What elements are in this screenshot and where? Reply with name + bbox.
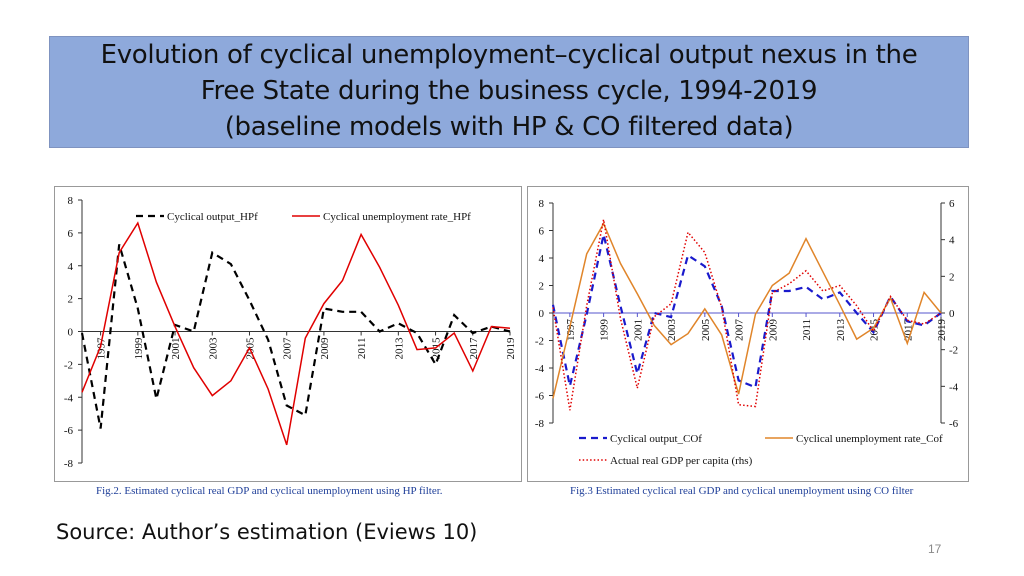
legend-label-2: Cyclical unemployment rate_HPf <box>323 211 471 223</box>
x-tick-label: 1999 <box>599 319 611 342</box>
title-line-3: (baseline models with HP & CO filtered d… <box>224 112 794 142</box>
fig2-caption: Fig.2. Estimated cyclical real GDP and c… <box>96 485 443 497</box>
page-number: 17 <box>928 542 942 556</box>
y-tick-label: -4 <box>64 392 74 404</box>
y-tick-label: -6 <box>535 391 545 403</box>
x-tick-label: 2017 <box>902 319 914 342</box>
chart-frame <box>527 186 969 482</box>
x-tick-label: 2003 <box>666 319 678 342</box>
y-tick-label-right: 2 <box>949 271 955 283</box>
x-tick-label: 2007 <box>734 319 746 342</box>
x-tick-label: 2013 <box>835 319 847 342</box>
x-tick-label: 2009 <box>767 319 779 342</box>
y-tick-label-right: 4 <box>949 235 955 247</box>
legend-label-3: Actual real GDP per capita (rhs) <box>610 455 753 467</box>
y-tick-label: -2 <box>64 359 73 371</box>
y-tick-label: -4 <box>535 363 545 375</box>
x-tick-label: 2001 <box>170 338 182 360</box>
x-tick-label: 2013 <box>393 337 405 360</box>
x-tick-label: 2007 <box>282 337 294 360</box>
y-tick-label: 8 <box>68 195 74 207</box>
y-tick-label: 4 <box>68 261 74 273</box>
x-tick-label: 2011 <box>801 319 813 341</box>
y-tick-label: 4 <box>539 253 545 265</box>
y-tick-label-right: 6 <box>949 198 955 210</box>
y-tick-label: 6 <box>539 226 545 238</box>
y-tick-label: -2 <box>535 336 544 348</box>
y-tick-label: -8 <box>535 418 545 430</box>
y-tick-label: 6 <box>68 228 74 240</box>
chart-frame <box>54 186 522 482</box>
x-tick-label: 2019 <box>505 337 517 360</box>
legend-label-1: Cyclical output_HPf <box>167 211 258 223</box>
x-tick-label: 1999 <box>133 337 145 360</box>
title-line-2: Free State during the business cycle, 19… <box>200 76 818 106</box>
x-tick-label: 2003 <box>207 337 219 360</box>
title-banner: Evolution of cyclical unemployment–cycli… <box>49 36 969 148</box>
legend-label-2: Cyclical unemployment rate_Cof <box>796 433 943 445</box>
x-tick-label: 2011 <box>356 338 368 360</box>
y-tick-label-right: -4 <box>949 381 959 393</box>
fig3-caption: Fig.3 Estimated cyclical real GDP and cy… <box>570 485 914 497</box>
y-tick-label-right: -2 <box>949 345 958 357</box>
y-tick-label: 0 <box>68 327 74 339</box>
series-line-1 <box>80 244 511 429</box>
x-tick-label: 2009 <box>319 337 331 360</box>
x-tick-label: 2015 <box>431 337 443 360</box>
title-line-1: Evolution of cyclical unemployment–cycli… <box>100 40 918 70</box>
x-tick-label: 2019 <box>936 319 948 342</box>
y-tick-label: 0 <box>539 308 545 320</box>
legend-label-1: Cyclical output_COf <box>610 433 702 445</box>
series-line-2 <box>552 221 942 399</box>
y-tick-label: 2 <box>539 281 545 293</box>
y-tick-label: -6 <box>64 425 74 437</box>
y-tick-label: 2 <box>68 294 74 306</box>
x-tick-label: 2017 <box>468 337 480 360</box>
y-tick-label-right: 0 <box>949 308 955 320</box>
y-tick-label-right: -6 <box>949 418 959 430</box>
x-tick-label: 1997 <box>96 337 108 360</box>
series-line-3 <box>552 219 942 411</box>
x-tick-label: 2001 <box>632 319 644 341</box>
series-line-2 <box>81 221 511 446</box>
x-tick-label: 2005 <box>700 319 712 342</box>
y-tick-label: 8 <box>539 198 545 210</box>
source-note: Source: Author’s estimation (Eviews 10) <box>56 520 478 544</box>
y-tick-label: -8 <box>64 458 74 470</box>
